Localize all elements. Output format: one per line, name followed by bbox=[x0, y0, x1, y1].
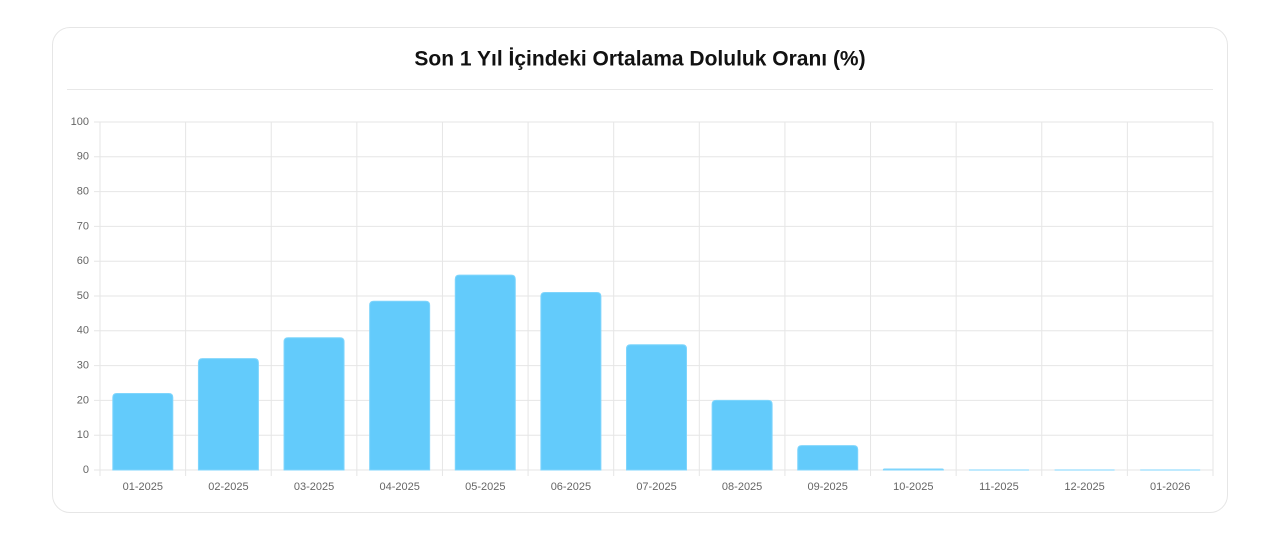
x-tick-label: 05-2025 bbox=[465, 481, 505, 493]
bar bbox=[369, 300, 431, 471]
bar bbox=[197, 358, 259, 471]
x-tick-label: 02-2025 bbox=[208, 481, 248, 493]
chart-title: Son 1 Yıl İçindeki Ortalama Doluluk Oran… bbox=[414, 48, 865, 71]
bar bbox=[626, 344, 687, 471]
x-tick-label: 08-2025 bbox=[722, 481, 762, 493]
x-tick-label: 09-2025 bbox=[808, 481, 848, 493]
y-tick-label: 50 bbox=[77, 290, 89, 302]
y-tick-label: 10 bbox=[77, 429, 89, 441]
x-tick-label: 01-2025 bbox=[123, 481, 163, 493]
bar bbox=[711, 399, 773, 471]
chart-card bbox=[52, 27, 1228, 513]
x-tick-label: 03-2025 bbox=[294, 481, 334, 493]
y-tick-label: 20 bbox=[77, 394, 89, 406]
x-tick-label: 01-2026 bbox=[1150, 481, 1190, 493]
y-tick-label: 60 bbox=[77, 255, 89, 267]
bar bbox=[882, 468, 944, 471]
y-tick-label: 40 bbox=[77, 325, 89, 337]
bar bbox=[283, 337, 345, 471]
x-tick-label: 10-2025 bbox=[893, 481, 933, 493]
y-tick-label: 100 bbox=[71, 116, 89, 128]
x-tick-label: 07-2025 bbox=[636, 481, 676, 493]
bar bbox=[454, 274, 516, 471]
x-tick-label: 04-2025 bbox=[379, 481, 419, 493]
bar bbox=[112, 392, 174, 471]
y-tick-label: 30 bbox=[77, 360, 89, 372]
bar bbox=[540, 292, 602, 471]
bar bbox=[797, 445, 859, 471]
y-tick-label: 80 bbox=[77, 186, 89, 198]
x-tick-label: 06-2025 bbox=[551, 481, 591, 493]
y-tick-label: 70 bbox=[77, 220, 89, 232]
y-tick-label: 0 bbox=[83, 464, 89, 476]
x-tick-label: 11-2025 bbox=[979, 481, 1019, 493]
x-tick-label: 12-2025 bbox=[1064, 481, 1104, 493]
y-tick-label: 90 bbox=[77, 151, 89, 163]
